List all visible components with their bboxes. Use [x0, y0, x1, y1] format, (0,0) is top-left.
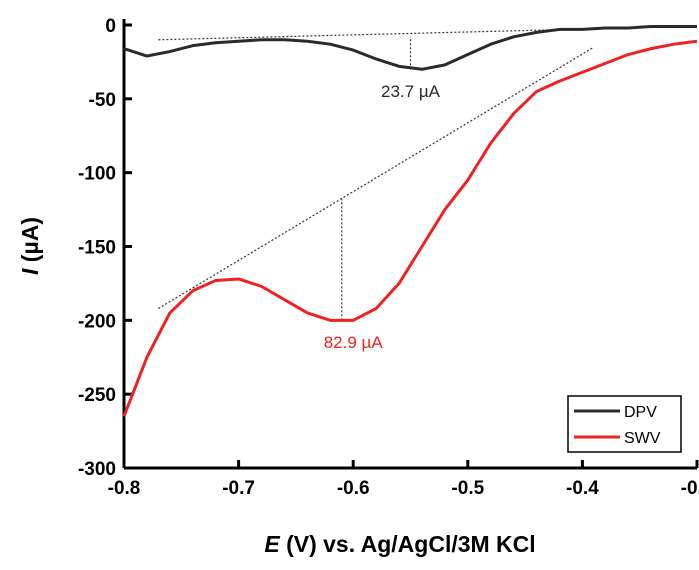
- y-tick-label: -50: [89, 90, 116, 111]
- x-tick-label: -0.4: [566, 478, 599, 499]
- x-tick-label: -0.3: [681, 478, 699, 499]
- y-tick-label: -250: [78, 385, 116, 406]
- series-line: [122, 39, 698, 417]
- y-symbol: I: [17, 268, 43, 275]
- guide-line: [158, 46, 595, 310]
- series-line: [123, 24, 697, 71]
- x-tick-label: -0.7: [222, 478, 255, 499]
- legend-label: DPV: [624, 404, 657, 421]
- x-tick-label: -0.8: [108, 478, 141, 499]
- y-axis-label: I (µA): [17, 217, 43, 275]
- annotation: 82.9 µA: [324, 333, 384, 352]
- legend-label: SWV: [624, 430, 661, 447]
- y-tick-label: -300: [78, 459, 116, 480]
- y-tick-label: 0: [105, 16, 116, 37]
- x-tick-label: -0.5: [451, 478, 484, 499]
- annotation: 23.7 µA: [381, 82, 441, 101]
- x-axis-label: E (V) vs. Ag/AgCl/3M KCl: [264, 531, 535, 557]
- x-symbol: E: [264, 531, 280, 557]
- y-tick-label: -100: [78, 164, 116, 185]
- legend-box: [567, 395, 682, 453]
- y-tick-label: -150: [78, 238, 116, 259]
- y-rest: (µA): [17, 217, 43, 262]
- y-tick-label: -200: [78, 311, 116, 332]
- x-rest: (V) vs. Ag/AgCl/3M KCl: [286, 531, 536, 557]
- x-tick-label: -0.6: [337, 478, 370, 499]
